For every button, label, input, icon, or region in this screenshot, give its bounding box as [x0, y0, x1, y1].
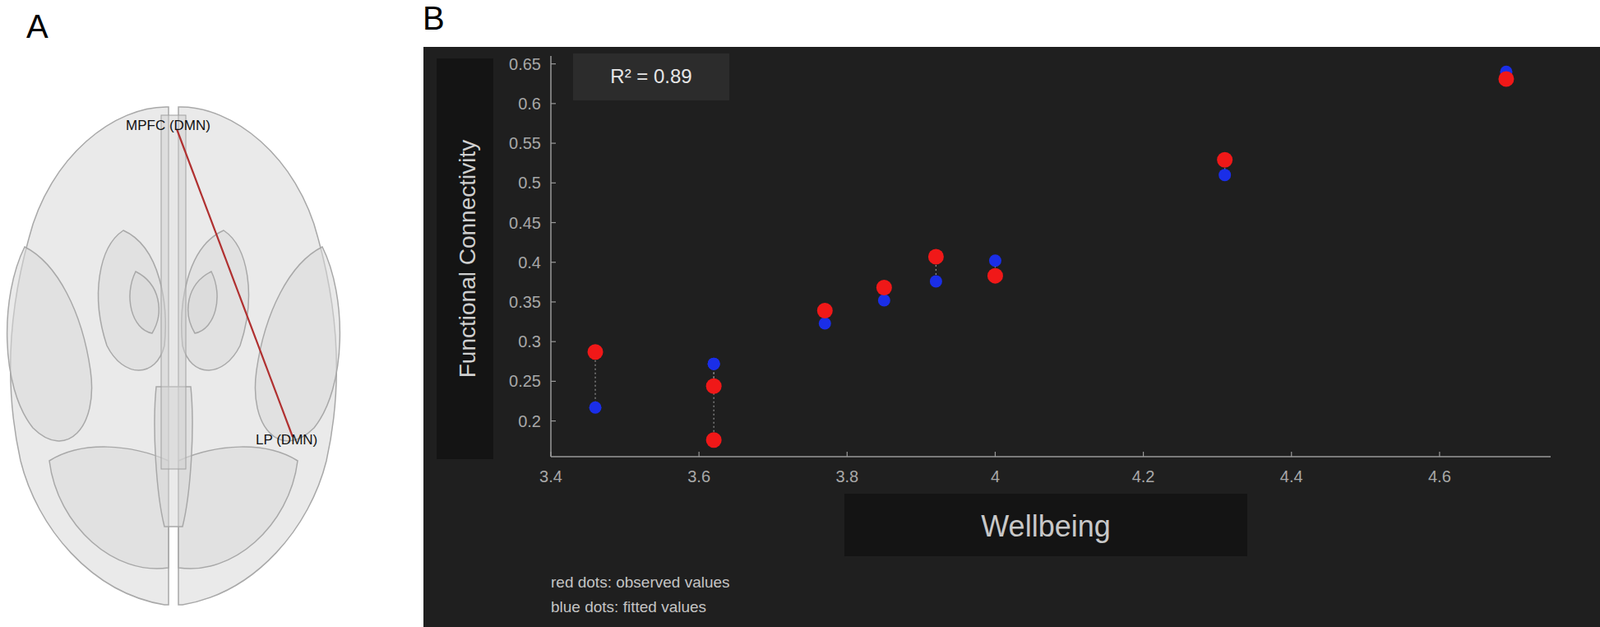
y-tick: [550, 63, 556, 65]
point: [1498, 70, 1514, 87]
y-tick-label: 0.6: [517, 94, 542, 113]
x-tick-label: 4: [990, 467, 1000, 486]
x-tick: [1290, 451, 1292, 457]
y-tick-label: 0.25: [508, 371, 542, 390]
thalamus: [188, 271, 218, 333]
point: [989, 254, 1002, 267]
node-label: MPFC (DMN): [125, 117, 211, 134]
figure: MPFC (DMN) LP (DMN) A B Functional Connectiv…: [0, 0, 1600, 627]
temporal-lobe: [254, 246, 340, 441]
y-tick-label: 0.3: [517, 332, 542, 351]
x-tick: [1142, 451, 1144, 457]
residual-line: [594, 351, 596, 408]
x-tick: [846, 451, 848, 457]
y-tick: [550, 182, 556, 184]
x-tick: [550, 451, 551, 457]
brain-panel: MPFC (DMN) LP (DMN): [7, 106, 341, 605]
y-axis-line: [550, 55, 552, 457]
x-tick-label: 4.2: [1132, 467, 1156, 486]
point: [987, 268, 1004, 284]
x-tick-label: 4.6: [1428, 467, 1452, 486]
point: [1218, 168, 1231, 181]
point: [876, 279, 893, 296]
point: [707, 357, 721, 370]
point: [1216, 152, 1233, 168]
point: [706, 431, 722, 448]
y-tick: [550, 300, 556, 302]
panel-label: A: [26, 8, 49, 45]
x-tick: [698, 451, 700, 457]
connection: [176, 129, 293, 437]
y-tick-label: 0.4: [517, 253, 542, 272]
annotation: R² = 0.89: [610, 64, 692, 88]
y-tick-label: 0.2: [517, 411, 542, 431]
y-tick: [550, 102, 556, 104]
temporal-lobe: [7, 246, 93, 441]
point: [818, 316, 832, 329]
x-tick: [994, 451, 996, 457]
node-label: LP (DMN): [255, 431, 318, 448]
point: [929, 274, 943, 287]
y-tick: [550, 142, 556, 144]
thalamus: [129, 271, 159, 333]
point: [587, 343, 604, 360]
x-axis-label: Wellbeing: [980, 508, 1110, 543]
deep-structure: [181, 230, 250, 370]
point: [878, 294, 891, 307]
residual-line: [713, 363, 715, 440]
plot-background: [423, 46, 1600, 627]
y-tick: [550, 261, 556, 263]
y-tick-label: 0.5: [517, 173, 542, 192]
legend-entry: blue dots: fitted values: [550, 597, 707, 616]
point: [589, 401, 602, 414]
x-tick-label: 4.4: [1280, 467, 1304, 486]
cerebellum: [178, 446, 298, 569]
y-tick-label: 0.45: [508, 213, 542, 232]
x-tick-label: 3.4: [539, 467, 563, 486]
y-tick: [550, 221, 556, 223]
y-tick-label: 0.35: [508, 292, 542, 311]
x-axis-line: [550, 455, 1551, 458]
y-tick: [550, 380, 556, 382]
deep-structure: [98, 230, 167, 370]
panel-label: B: [422, 0, 445, 37]
annotation-box: [573, 53, 730, 101]
point: [706, 378, 722, 394]
cerebellum: [49, 446, 169, 569]
x-label-box: [844, 493, 1248, 556]
y-tick-label: 0.55: [508, 134, 542, 153]
point: [707, 357, 721, 370]
marks: [587, 65, 1515, 448]
point: [817, 302, 833, 319]
x-tick: [1438, 451, 1440, 457]
y-tick: [550, 341, 556, 343]
y-tick: [550, 420, 556, 421]
y-label-box: [436, 58, 494, 459]
axes: 0.2 0.25 0.3 0.35 0.4 0.45 0.5 0.55 0.6 0.65 3.4 3.…: [508, 55, 1551, 486]
x-tick-label: 3.6: [687, 467, 711, 486]
y-tick-label: 0.65: [508, 55, 542, 74]
point: [928, 248, 944, 264]
midline: [161, 115, 186, 469]
y-axis-label: Functional Connectivity: [454, 139, 481, 378]
legend-entry: red dots: observed values: [550, 573, 731, 591]
x-tick-label: 3.8: [835, 467, 859, 486]
